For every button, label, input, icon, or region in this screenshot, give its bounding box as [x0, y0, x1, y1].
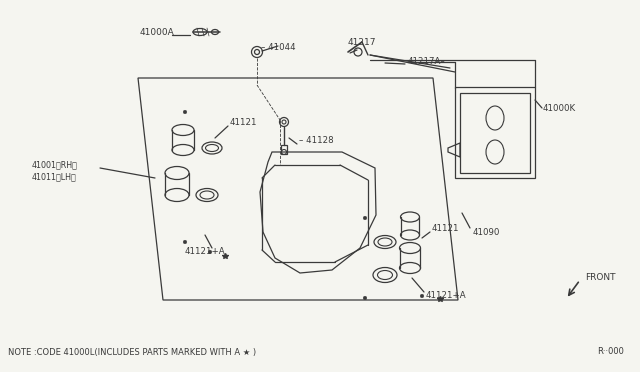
- Circle shape: [363, 296, 367, 300]
- Text: 41217A–: 41217A–: [408, 57, 445, 65]
- Text: FRONT: FRONT: [585, 273, 616, 282]
- Circle shape: [363, 216, 367, 220]
- Text: R··000: R··000: [597, 347, 624, 356]
- Text: 41217: 41217: [348, 38, 376, 46]
- Text: 41001〈RH〉: 41001〈RH〉: [32, 160, 78, 170]
- Text: 41000K: 41000K: [543, 103, 576, 112]
- Text: NOTE :CODE 41000L(INCLUDES PARTS MARKED WITH A ★ ): NOTE :CODE 41000L(INCLUDES PARTS MARKED …: [8, 347, 256, 356]
- Circle shape: [208, 250, 212, 254]
- Text: 41121+A: 41121+A: [426, 291, 467, 299]
- Text: – 41128: – 41128: [299, 135, 333, 144]
- Circle shape: [183, 240, 187, 244]
- Bar: [281, 145, 287, 154]
- Text: 41090: 41090: [473, 228, 500, 237]
- Text: 41000A: 41000A: [140, 28, 175, 36]
- Text: 41011〈LH〉: 41011〈LH〉: [32, 173, 77, 182]
- Text: 41121+A: 41121+A: [185, 247, 226, 257]
- Text: 41121: 41121: [432, 224, 460, 232]
- Text: 41121: 41121: [230, 118, 257, 126]
- Circle shape: [183, 110, 187, 114]
- Text: – 41044: – 41044: [261, 42, 296, 51]
- Circle shape: [420, 294, 424, 298]
